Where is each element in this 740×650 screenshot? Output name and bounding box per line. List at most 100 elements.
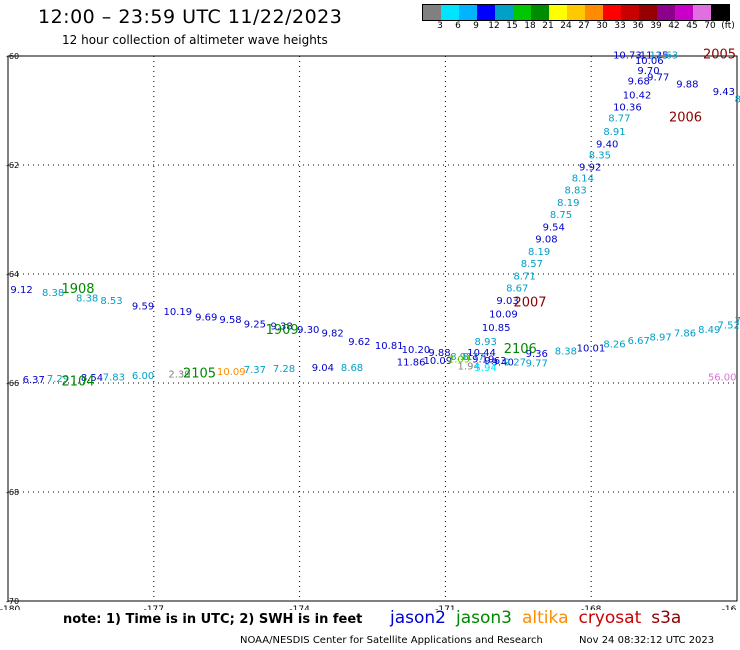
wave-height-label: 11.86 — [397, 358, 426, 369]
legend-label: 45 — [686, 21, 698, 31]
wave-height-label: 2.39 — [168, 370, 190, 381]
wave-height-label: 10.20 — [402, 345, 431, 356]
y-tick-label: -64 — [6, 270, 19, 279]
wave-height-label: 9.88 — [428, 348, 450, 359]
wave-height-label: 10.19 — [164, 307, 193, 318]
wave-height-label: 10.36 — [613, 103, 642, 114]
wave-height-label: 9.82 — [321, 329, 343, 340]
plot-frame — [7, 55, 738, 602]
wave-height-label: 8.38 — [42, 288, 64, 299]
wave-height-label: 10.01 — [577, 343, 606, 354]
x-tick-label: -16 — [722, 605, 737, 610]
legend-label: 9 — [473, 21, 479, 31]
y-tick-label: -62 — [6, 161, 19, 170]
wave-height-label: 9.62 — [348, 337, 370, 348]
wave-height-map: -180 -177 -174 -171 -168 -16 -60 -62 -64 -66 -68 -7… — [0, 48, 740, 610]
wave-height-label: 9.69 — [195, 312, 217, 323]
y-tick-label: -66 — [6, 379, 19, 388]
wave-height-label: 10.06 — [635, 56, 664, 67]
legend-label: 33 — [614, 21, 626, 31]
legend-swatch — [675, 5, 693, 20]
legend-label: 30 — [596, 21, 608, 31]
wave-height-label: 9.63 — [484, 356, 506, 367]
wave-height-label: 9.27 — [504, 358, 526, 369]
wave-height-label: 7.29 — [47, 374, 69, 385]
wave-height-label: 8.93 — [475, 337, 497, 348]
legend-label: 42 — [668, 21, 680, 31]
wave-height-label: 9.40 — [492, 358, 514, 369]
wave-height-label: 6.67 — [628, 336, 650, 347]
wave-height-label: 10.44 — [467, 348, 496, 359]
satellite-name: jason3 — [456, 608, 512, 628]
wave-height-label: 6.00 — [132, 371, 154, 382]
wave-height-label: 8.38 — [555, 347, 577, 358]
wave-height-label: 8.91 — [603, 127, 625, 138]
legend-label: 70 — [704, 21, 716, 31]
track-time-label: 2005 — [703, 48, 736, 63]
wave-height-label: 7.37 — [244, 365, 266, 376]
y-tick-label: -70 — [6, 597, 19, 606]
legend-swatch — [639, 5, 657, 20]
satellite-name: jason2 — [390, 608, 446, 628]
wave-height-label: 11.25 — [640, 51, 669, 62]
wave-height-label: 9.70 — [637, 66, 659, 77]
legend-swatch — [549, 5, 567, 20]
wave-height-label: 8.54 — [81, 373, 103, 384]
wave-height-label: 8.38 — [76, 293, 98, 304]
legend-swatch — [441, 5, 459, 20]
wave-height-label: 10.09 — [217, 367, 246, 378]
wave-height-label: 7.86 — [674, 329, 696, 340]
footnote: note: 1) Time is in UTC; 2) SWH is in fe… — [63, 612, 363, 627]
wave-height-label: 9.12 — [10, 285, 32, 296]
footer-timestamp: Nov 24 08:32:12 UTC 2023 — [579, 635, 715, 646]
legend-label: 24 — [560, 21, 572, 31]
chart-subtitle: 12 hour collection of altimeter wave hei… — [62, 33, 328, 47]
wave-height-label: 8.35 — [589, 150, 611, 161]
wave-height-label: 1.94 — [458, 361, 480, 372]
legend-swatch — [603, 5, 621, 20]
track-time-label: 2006 — [669, 110, 702, 125]
wave-height-label: 9.30 — [297, 325, 319, 336]
legend-label: 39 — [650, 21, 662, 31]
x-tick-label: -177 — [144, 605, 164, 610]
legend-label: 15 — [506, 21, 518, 31]
track-time-label: 1909 — [266, 323, 299, 338]
x-tick-label: -174 — [289, 605, 310, 610]
wave-height-label: 9.08 — [535, 234, 557, 245]
wave-height-label: 8.57 — [521, 259, 543, 270]
axis-tick-labels: -180 -177 -174 -171 -168 -16 -60 -62 -64 -66 -68 -7… — [0, 52, 737, 610]
legend-label: 21 — [542, 21, 554, 31]
wave-height-label: 11.63 — [650, 51, 679, 62]
wave-height-label: 9.77 — [526, 359, 548, 370]
wave-height-label: 9.38 — [270, 322, 292, 333]
track-time-label: 2007 — [513, 296, 546, 311]
wave-height-label: 9.25 — [244, 319, 266, 330]
legend-swatch — [531, 5, 549, 20]
track-time-label: 1908 — [61, 282, 94, 297]
wave-height-label: 8.75 — [550, 210, 572, 221]
wave-height-label: 9.92 — [579, 162, 601, 173]
wave-height-label: 10.09 — [489, 310, 518, 321]
wave-height-label: 7.58 — [735, 316, 740, 327]
wave-height-label: 9.36 — [526, 349, 548, 360]
wave-height-label: 8.83 — [564, 185, 586, 196]
wave-height-label: 10.42 — [623, 91, 652, 102]
wave-height-label: 8.49 — [698, 325, 720, 336]
color-scale-legend — [422, 4, 730, 21]
track-time-label: 2104 — [61, 375, 94, 390]
legend-label: 6 — [455, 21, 461, 31]
wave-height-label: 8.19 — [557, 198, 579, 209]
y-tick-label: -68 — [6, 488, 19, 497]
satellite-name: altika — [522, 608, 569, 628]
track-time-label: 2105 — [183, 367, 216, 382]
wave-height-label: 2.09 — [448, 354, 470, 365]
x-tick-label: -180 — [0, 605, 20, 610]
wave-height-label: 8.26 — [603, 340, 625, 351]
wave-height-label: 10.09 — [424, 356, 453, 367]
legend-swatch — [513, 5, 531, 20]
wave-height-label: 10.81 — [375, 341, 404, 352]
legend-label: 3 — [437, 21, 443, 31]
wave-height-label: 9.68 — [628, 76, 650, 87]
wave-height-label: 9.77 — [647, 73, 669, 84]
